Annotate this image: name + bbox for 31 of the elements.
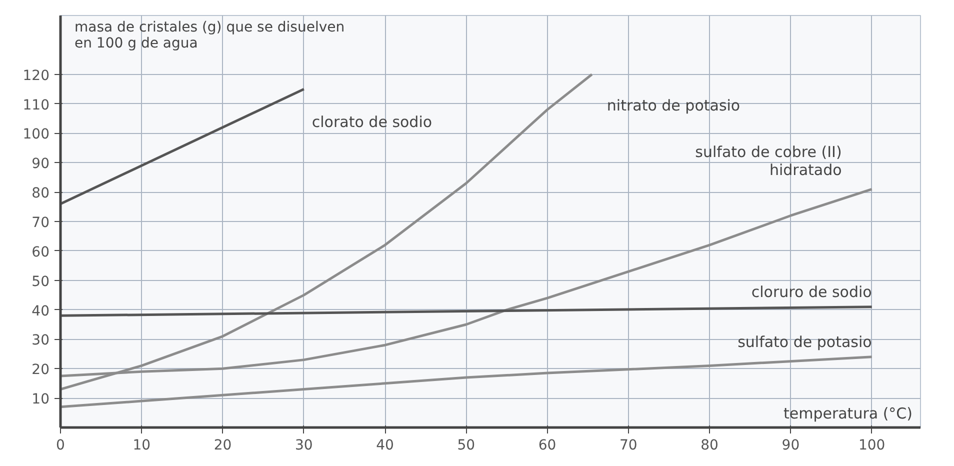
x-tick-label: 100 [858,438,886,454]
line-series [60,356,874,408]
series-label: sulfato de potasio [738,332,872,351]
x-tick-label: 10 [132,438,151,454]
y-tick-label: 120 [22,68,50,84]
y-tick-label: 80 [32,186,50,202]
x-tick-label: 60 [538,438,556,454]
y-tick-label: 40 [32,303,50,320]
series-label: clorato de sodio [312,113,432,132]
y-axis-title: masa de cristales (g) que se disuelven en 100 g de agua [74,20,345,52]
y-tick-label: 90 [32,156,50,172]
x-tick-label: 80 [700,438,718,454]
x-axis-title: temperatura (°C) [783,404,913,422]
series-label: sulfato de cobre (II) hidratado [695,143,842,180]
x-tick-label: 20 [214,438,232,454]
y-tick-label: 110 [22,97,50,114]
series-label: cloruro de sodio [751,282,872,301]
x-tick-label: 90 [782,438,800,454]
y-tick-label: 60 [32,244,50,260]
series-label: nitrato de potasio [606,96,740,114]
x-tick-label: 30 [294,438,313,454]
y-tick-label: 10 [32,392,50,408]
y-tick-label: 20 [32,362,50,378]
y-tick-label: 50 [32,274,50,290]
x-tick-label: 70 [620,438,638,454]
x-tick-label: 40 [376,438,394,454]
y-tick-label: 100 [22,126,50,143]
x-tick-label: 0 [56,438,65,454]
y-tick-label: 70 [32,215,50,231]
x-tick-label: 50 [457,438,476,454]
y-tick-label: 30 [32,332,50,349]
